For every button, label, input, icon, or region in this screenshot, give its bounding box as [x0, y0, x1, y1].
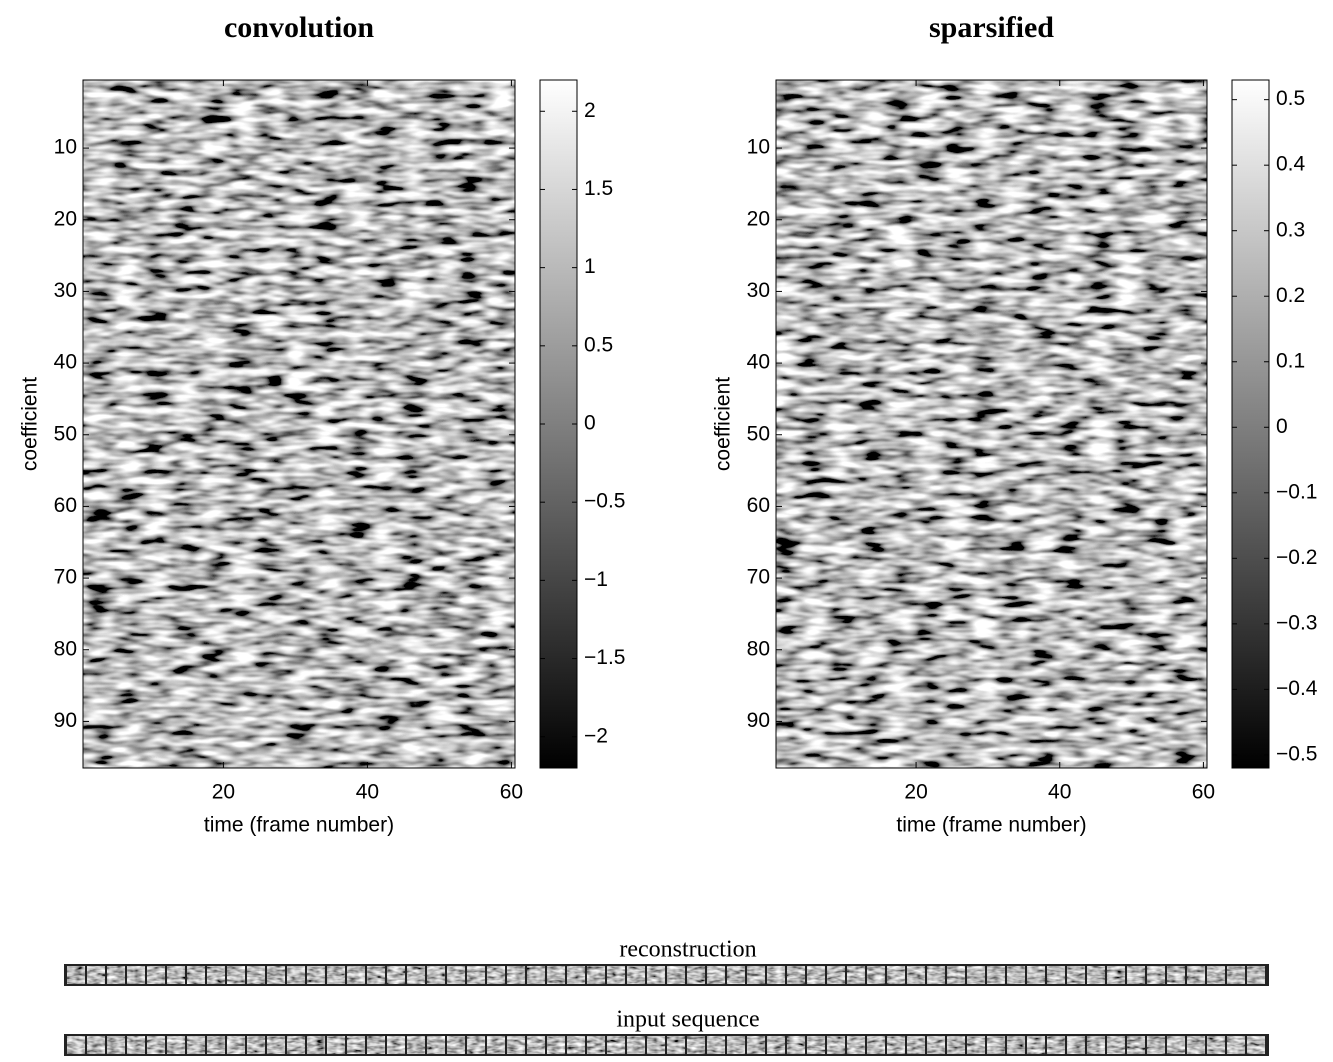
strip-label: reconstruction — [619, 937, 756, 963]
y-tick-label: 80 — [54, 637, 77, 660]
frame-borders — [64, 1034, 1269, 1056]
y-tick-label: 60 — [747, 494, 770, 517]
colorbar — [539, 79, 578, 769]
y-tick-label: 50 — [54, 422, 77, 445]
y-tick-label: 70 — [54, 566, 77, 589]
y-tick-label: 70 — [747, 566, 770, 589]
y-tick-label: 10 — [54, 136, 77, 159]
strip-reconstruction: reconstruction — [64, 937, 1269, 986]
heatmap-panel: convolution time (frame number) coefficien… — [19, 11, 626, 837]
y-tick-label: 50 — [747, 422, 770, 445]
y-tick-label: 90 — [747, 709, 770, 732]
y-tick-label: 90 — [54, 709, 77, 732]
colorbar-tick-label: −0.2 — [1276, 546, 1317, 569]
strip-label: input sequence — [616, 1007, 759, 1033]
y-tick-label: 10 — [747, 136, 770, 159]
strip-input: input sequence — [64, 1007, 1269, 1056]
colorbar-tick-label: 0 — [584, 412, 596, 435]
y-axis-label: coefficient — [19, 377, 42, 471]
x-tick-label: 60 — [1192, 781, 1215, 804]
frame-borders — [64, 964, 1269, 986]
colorbar-tick-label: −0.5 — [584, 490, 625, 513]
y-tick-label: 30 — [747, 279, 770, 302]
colorbar-tick-label: 0 — [1276, 415, 1288, 438]
x-tick-label: 40 — [1048, 781, 1071, 804]
colorbar-tick-label: −0.3 — [1276, 611, 1317, 634]
chart-title: convolution — [224, 11, 374, 44]
chart-title: sparsified — [929, 11, 1054, 44]
colorbar-tick-label: −0.4 — [1276, 677, 1318, 700]
colorbar-tick-label: 2 — [584, 99, 596, 122]
colorbar-tick-label: −1 — [584, 568, 608, 591]
colorbar-tick-label: −1.5 — [584, 646, 625, 669]
x-tick-label: 20 — [212, 781, 235, 804]
y-tick-label: 40 — [747, 351, 770, 374]
colorbar-tick-label: 0.1 — [1276, 349, 1305, 372]
colorbar-tick-label: −0.1 — [1276, 480, 1317, 503]
x-tick-label: 20 — [904, 781, 927, 804]
colorbar-tick-label: −2 — [584, 724, 608, 747]
colorbar-tick-label: 0.2 — [1276, 284, 1305, 307]
colorbar-tick-label: 1 — [584, 255, 596, 278]
colorbar-tick-label: 1.5 — [584, 177, 613, 200]
y-tick-label: 30 — [54, 279, 77, 302]
colorbar-tick-label: 0.3 — [1276, 218, 1305, 241]
heatmap-image — [776, 80, 1207, 768]
y-tick-label: 20 — [54, 207, 77, 230]
y-tick-label: 20 — [747, 207, 770, 230]
y-tick-label: 60 — [54, 494, 77, 517]
colorbar — [1231, 79, 1270, 769]
y-axis-label: coefficient — [712, 377, 735, 471]
x-tick-label: 40 — [356, 781, 379, 804]
colorbar-tick-label: −0.5 — [1276, 742, 1317, 765]
colorbar-tick-label: 0.5 — [1276, 87, 1305, 110]
x-tick-label: 60 — [500, 781, 523, 804]
axes-frame — [82, 79, 516, 769]
axes-frame — [775, 79, 1208, 769]
heatmap-panel: sparsified time (frame number) coefficient… — [712, 11, 1318, 837]
colorbar-tick-label: 0.4 — [1276, 153, 1306, 176]
x-axis-label: time (frame number) — [896, 814, 1086, 837]
x-axis-label: time (frame number) — [204, 814, 394, 837]
y-tick-label: 40 — [54, 351, 77, 374]
heatmap-image — [83, 80, 515, 768]
colorbar-tick-label: 0.5 — [584, 333, 613, 356]
y-tick-label: 80 — [747, 637, 770, 660]
